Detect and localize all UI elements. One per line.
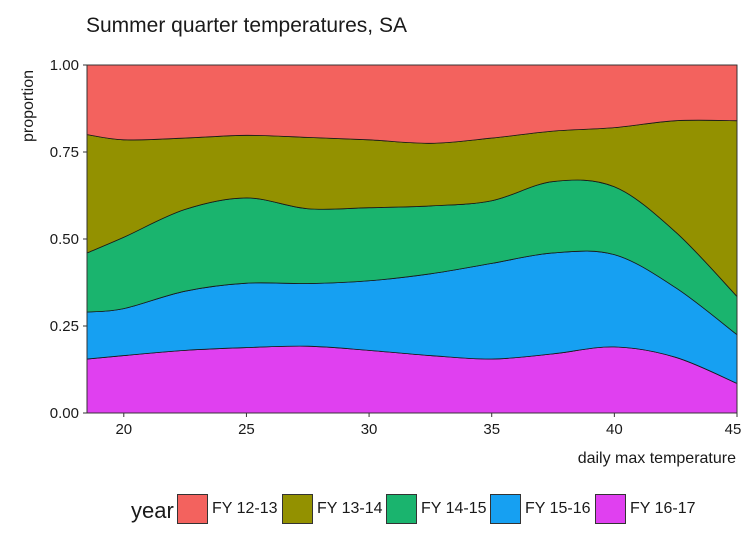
legend-label: FY 16-17 [630,500,696,517]
legend-label: FY 12-13 [212,500,278,517]
y-tick-label: 0.00 [50,405,79,422]
legend-swatch [386,494,417,524]
x-tick-label: 35 [483,421,500,438]
legend-item: FY 15-16 [490,494,591,524]
legend-label: FY 13-14 [317,500,383,517]
y-axis-label: proportion [20,70,37,142]
x-tick-label: 30 [361,421,378,438]
chart-axes: 20 25 30 35 40 45 0.00 0.25 0.50 0.75 1.00 [50,57,742,438]
legend-item: FY 14-15 [386,494,487,524]
area-fy-16-17 [86,345,738,414]
y-tick-label: 0.75 [50,144,79,161]
legend-swatch [282,494,313,524]
legend-label: FY 15-16 [525,500,591,517]
legend-swatch [490,494,521,524]
legend-item: FY 16-17 [595,494,696,524]
legend-title: year [131,498,174,523]
x-tick-label: 45 [725,421,742,438]
legend: year FY 12-13 FY 13-14 FY 14-15 FY 15-16 FY … [0,494,754,528]
x-axis-label: daily max temperature [578,450,736,467]
x-tick-label: 40 [606,421,623,438]
y-tick-label: 0.50 [50,231,79,248]
chart-areas [86,64,738,414]
legend-swatch [177,494,208,524]
x-tick-label: 25 [238,421,255,438]
legend-label: FY 14-15 [421,500,487,517]
chart-title: Summer quarter temperatures, SA [86,14,407,37]
legend-swatch [595,494,626,524]
y-tick-label: 1.00 [50,57,79,74]
legend-item: FY 13-14 [282,494,383,524]
y-tick-label: 0.25 [50,318,79,335]
x-tick-label: 20 [115,421,132,438]
legend-item: FY 12-13 [177,494,278,524]
